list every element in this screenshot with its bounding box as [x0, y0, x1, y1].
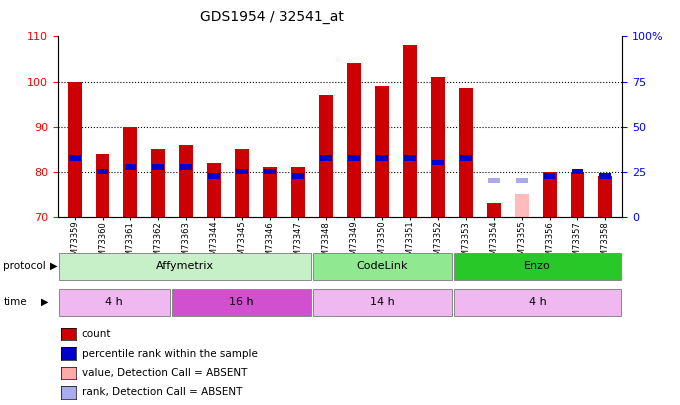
- Text: percentile rank within the sample: percentile rank within the sample: [82, 349, 258, 358]
- Bar: [124, 164, 137, 170]
- Text: rank, Detection Call = ABSENT: rank, Detection Call = ABSENT: [82, 388, 242, 397]
- Bar: [263, 167, 277, 217]
- Bar: [571, 172, 585, 217]
- Text: 4 h: 4 h: [105, 297, 123, 307]
- Bar: [152, 149, 165, 217]
- Bar: [600, 173, 611, 179]
- Bar: [454, 289, 622, 316]
- Bar: [95, 153, 109, 217]
- Bar: [292, 173, 304, 179]
- Bar: [319, 95, 333, 217]
- Bar: [515, 194, 528, 217]
- Bar: [431, 77, 445, 217]
- Bar: [347, 64, 361, 217]
- Text: value, Detection Call = ABSENT: value, Detection Call = ABSENT: [82, 368, 247, 378]
- Bar: [208, 173, 220, 179]
- Bar: [58, 289, 170, 316]
- Bar: [348, 156, 360, 161]
- Bar: [171, 289, 311, 316]
- Text: count: count: [82, 329, 111, 339]
- Bar: [67, 81, 82, 217]
- Bar: [180, 145, 193, 217]
- Bar: [403, 45, 417, 217]
- Text: CodeLink: CodeLink: [356, 261, 408, 271]
- Bar: [207, 163, 221, 217]
- Bar: [488, 178, 500, 183]
- Bar: [313, 289, 452, 316]
- Bar: [454, 253, 622, 280]
- Bar: [180, 164, 192, 170]
- Text: GDS1954 / 32541_at: GDS1954 / 32541_at: [200, 10, 344, 24]
- Bar: [265, 169, 276, 174]
- Text: Enzo: Enzo: [524, 261, 551, 271]
- Bar: [124, 126, 137, 217]
- Text: 16 h: 16 h: [229, 297, 254, 307]
- Bar: [235, 149, 249, 217]
- Text: 4 h: 4 h: [528, 297, 547, 307]
- Text: ▶: ▶: [50, 261, 57, 271]
- Bar: [459, 88, 473, 217]
- Bar: [375, 86, 389, 217]
- Text: time: time: [3, 297, 27, 307]
- Bar: [236, 169, 248, 174]
- Text: 14 h: 14 h: [370, 297, 394, 307]
- Bar: [313, 253, 452, 280]
- Bar: [404, 156, 415, 161]
- Text: protocol: protocol: [3, 261, 46, 271]
- Bar: [291, 167, 305, 217]
- Bar: [152, 164, 165, 170]
- Bar: [598, 176, 613, 217]
- Bar: [376, 156, 388, 161]
- Bar: [58, 253, 311, 280]
- Text: Affymetrix: Affymetrix: [156, 261, 214, 271]
- Bar: [320, 156, 332, 161]
- Bar: [97, 169, 108, 174]
- Bar: [515, 178, 528, 183]
- Bar: [543, 173, 556, 179]
- Bar: [460, 156, 472, 161]
- Bar: [572, 169, 583, 174]
- Bar: [543, 172, 556, 217]
- Bar: [487, 203, 500, 217]
- Text: ▶: ▶: [41, 297, 48, 307]
- Bar: [69, 156, 80, 161]
- Bar: [432, 160, 444, 165]
